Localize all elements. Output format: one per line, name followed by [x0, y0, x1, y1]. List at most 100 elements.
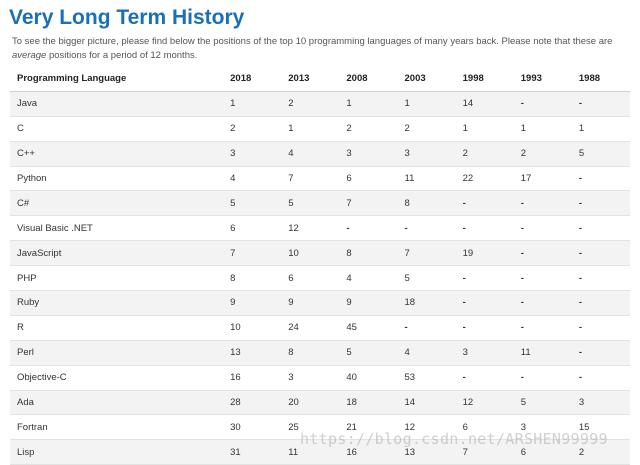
rank-cell: 14 — [404, 397, 416, 409]
rank-cell: 9 — [230, 297, 236, 309]
language-name-cell: Java — [17, 98, 38, 110]
table-row: C++ 3 4 3 3 2 2 5 — [10, 141, 630, 167]
table-row: Perl 13 8 5 4 3 11 - — [10, 340, 630, 366]
rank-cell: - — [520, 272, 524, 284]
history-table: Programming Language 2018 2013 2008 2003 1998… — [10, 67, 630, 465]
rank-cell: 12 — [404, 421, 416, 433]
rank-cell: 11 — [404, 173, 415, 184]
language-name-cell: Lisp — [17, 446, 35, 458]
table-row: PHP 8 6 4 5 - - - — [10, 265, 630, 291]
rank-cell: - — [578, 197, 583, 209]
rank-cell: - — [578, 222, 583, 234]
rank-cell: 5 — [230, 197, 236, 209]
rank-cell: - — [578, 98, 583, 110]
column-header-year: 1988 — [571, 67, 630, 92]
language-name-cell: C++ — [17, 148, 35, 160]
language-name-cell: Objective-C — [17, 372, 67, 384]
rank-cell: 9 — [346, 297, 352, 309]
rank-cell: - — [462, 272, 466, 284]
rank-cell: 14 — [462, 98, 474, 110]
rank-cell: 8 — [346, 247, 352, 259]
table-header-row: Programming Language 2018 2013 2008 2003 1998… — [10, 67, 630, 92]
rank-cell: 2 — [288, 98, 294, 110]
watermark-text: https://blog.csdn.net/ARSHEN99999 — [300, 430, 608, 448]
rank-cell: - — [520, 247, 524, 259]
page-title: Very Long Term History — [9, 6, 245, 29]
rank-cell: 13 — [230, 347, 241, 359]
rank-cell: 6 — [230, 222, 236, 234]
rank-cell: 24 — [288, 322, 299, 334]
table-row: Visual Basic .NET 6 12 - - - - - — [10, 215, 630, 241]
rank-cell: 4 — [230, 173, 236, 184]
rank-cell: 1 — [404, 98, 410, 110]
column-header-year: 2018 — [223, 67, 282, 92]
table-row: R 10 24 45 - - - - — [10, 315, 630, 341]
rank-cell: - — [404, 222, 408, 234]
rank-cell: 4 — [346, 272, 352, 284]
rank-cell: 1 — [346, 98, 352, 110]
language-name-cell: R — [17, 322, 24, 334]
rank-cell: 28 — [230, 397, 241, 409]
rank-cell: 7 — [404, 247, 410, 259]
table-row: Java 1 2 1 1 14 - - — [10, 91, 630, 117]
rank-cell: 11 — [520, 347, 531, 359]
rank-cell: - — [462, 297, 466, 309]
rank-cell: 12 — [288, 222, 299, 234]
rank-cell: 45 — [346, 322, 357, 334]
rank-cell: 4 — [288, 148, 294, 160]
rank-cell: 18 — [404, 297, 416, 309]
rank-cell: - — [346, 222, 350, 234]
rank-cell: 1 — [288, 123, 294, 135]
rank-cell: 8 — [230, 272, 236, 284]
rank-cell: 30 — [230, 421, 241, 433]
rank-cell: 5 — [346, 347, 352, 359]
rank-cell: - — [578, 247, 583, 259]
rank-cell: 3 — [404, 148, 410, 160]
rank-cell: 5 — [578, 148, 585, 160]
rank-cell: - — [462, 322, 466, 334]
language-name-cell: Fortran — [17, 421, 48, 433]
rank-cell: 5 — [288, 197, 294, 209]
rank-cell: 15 — [578, 421, 590, 433]
rank-cell: 18 — [346, 397, 357, 409]
rank-cell: 1 — [230, 98, 236, 110]
rank-cell: - — [578, 372, 583, 384]
rank-cell: 6 — [520, 446, 527, 458]
language-name-cell: Perl — [17, 347, 34, 359]
rank-cell: 8 — [288, 347, 294, 359]
rank-cell: - — [578, 173, 583, 184]
table-row: C 2 1 2 2 1 1 1 — [10, 116, 630, 142]
rank-cell: 3 — [462, 347, 468, 359]
rank-cell: 1 — [520, 123, 527, 135]
rank-cell: - — [520, 372, 524, 384]
rank-cell: - — [520, 222, 524, 234]
language-name-cell: Visual Basic .NET — [17, 222, 93, 234]
table-row: Lisp 31 11 16 13 7 6 2 — [10, 439, 630, 465]
rank-cell: - — [520, 197, 524, 209]
rank-cell: 3 — [346, 148, 352, 160]
rank-cell: 7 — [462, 446, 468, 458]
table-row: Python 4 7 6 11 22 17 - — [10, 166, 630, 191]
language-name-cell: Python — [17, 173, 47, 184]
rank-cell: 21 — [346, 421, 357, 433]
rank-cell: 19 — [462, 247, 474, 259]
rank-cell: 5 — [404, 272, 410, 284]
rank-cell: 10 — [288, 247, 299, 259]
rank-cell: - — [578, 322, 583, 334]
rank-cell: 16 — [230, 372, 241, 384]
rank-cell: 31 — [230, 446, 241, 458]
rank-cell: 3 — [288, 372, 294, 384]
language-name-cell: PHP — [17, 272, 37, 284]
intro-text-end: positions for a period of 12 months. — [46, 50, 198, 61]
intro-emphasis: average — [12, 50, 47, 61]
intro-paragraph: To see the bigger picture, please find b… — [12, 35, 630, 63]
column-header-year: 1993 — [513, 67, 572, 92]
rank-cell: 7 — [346, 197, 352, 209]
rank-cell: - — [520, 322, 524, 334]
rank-cell: 20 — [288, 397, 299, 409]
rank-cell: 10 — [230, 322, 241, 334]
table-row: C# 5 5 7 8 - - - — [10, 190, 630, 216]
rank-cell: 2 — [404, 123, 410, 135]
rank-cell: 16 — [346, 446, 357, 458]
rank-cell: 7 — [288, 173, 294, 184]
